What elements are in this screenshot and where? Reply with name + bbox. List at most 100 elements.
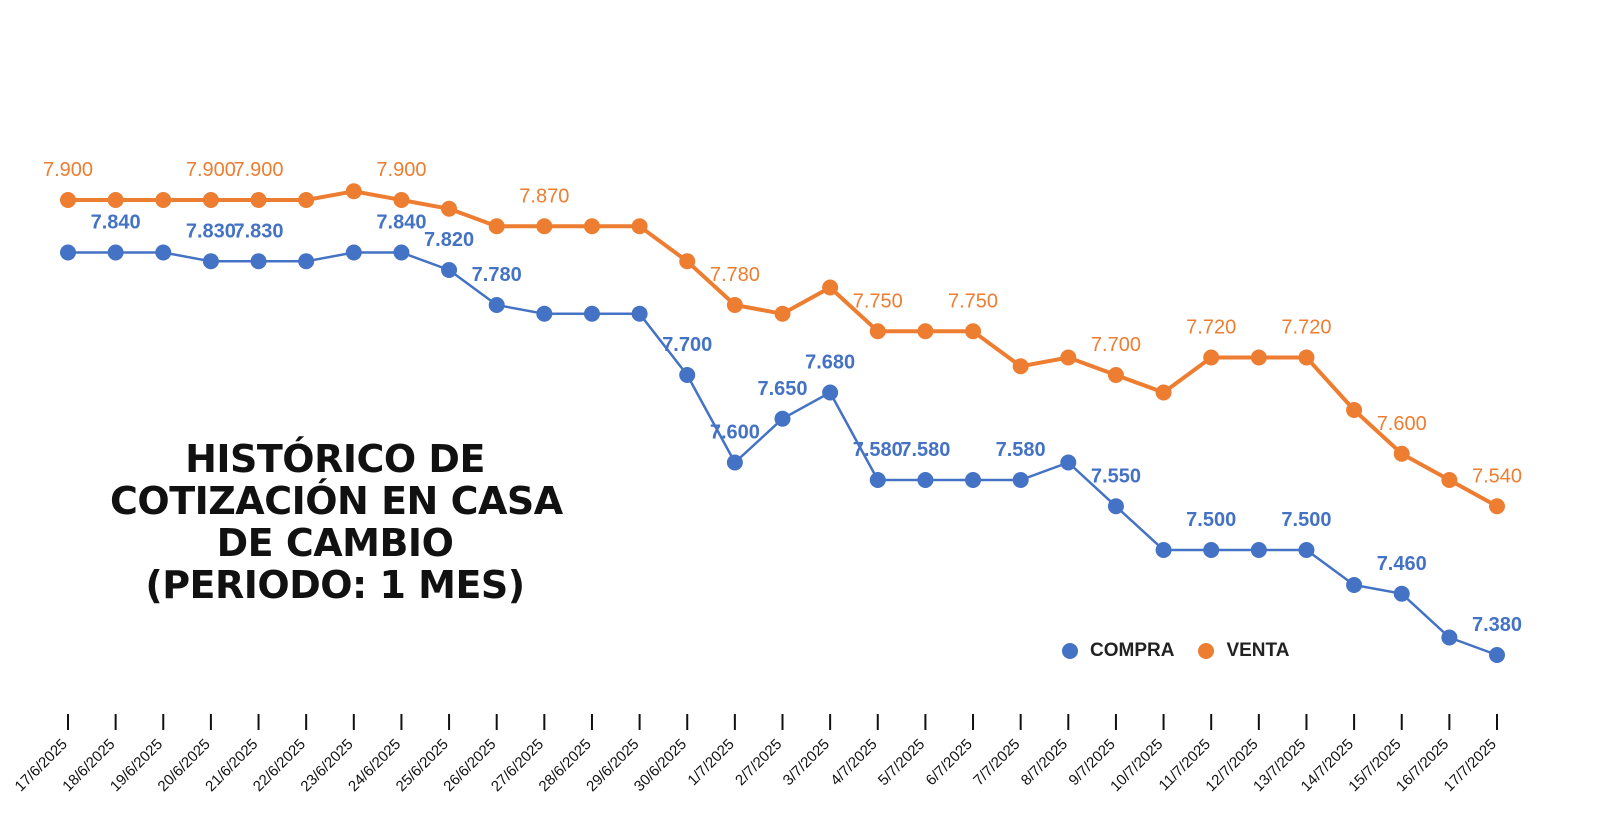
data-point bbox=[965, 472, 982, 488]
data-label: 7.580 bbox=[996, 439, 1046, 461]
data-label: 7.550 bbox=[1091, 465, 1141, 487]
data-point bbox=[488, 297, 505, 313]
data-label: 7.840 bbox=[91, 212, 141, 234]
legend-label-compra: COMPRA bbox=[1090, 640, 1175, 661]
data-label: 7.580 bbox=[900, 439, 950, 461]
data-point bbox=[1441, 472, 1458, 488]
data-point bbox=[345, 244, 362, 261]
data-label: 7.900 bbox=[186, 159, 236, 181]
data-label: 7.460 bbox=[1377, 553, 1427, 575]
data-point bbox=[155, 244, 172, 261]
x-tick-label: 6/7/2025 bbox=[923, 736, 976, 789]
legend-item-venta: VENTA bbox=[1198, 640, 1289, 662]
data-label: 7.870 bbox=[519, 185, 569, 207]
data-label: 7.900 bbox=[376, 159, 426, 181]
data-label: 7.780 bbox=[710, 264, 760, 286]
data-point bbox=[1393, 585, 1410, 602]
data-point bbox=[441, 200, 458, 217]
data-point bbox=[822, 384, 839, 401]
data-point bbox=[1489, 647, 1505, 663]
data-point bbox=[1155, 384, 1172, 401]
data-point bbox=[726, 454, 743, 471]
data-point bbox=[1346, 402, 1363, 418]
chart-title-line-1: HISTÓRICO DE bbox=[185, 437, 485, 481]
chart-title: HISTÓRICO DE COTIZACIÓN EN CASA DE CAMBI… bbox=[110, 437, 563, 607]
data-point bbox=[1012, 358, 1029, 375]
data-point bbox=[1298, 542, 1315, 558]
data-point bbox=[1346, 577, 1363, 593]
data-point bbox=[345, 183, 362, 200]
data-point bbox=[583, 305, 600, 322]
data-point bbox=[822, 279, 839, 296]
data-label: 7.750 bbox=[853, 290, 903, 312]
data-point bbox=[60, 192, 76, 208]
data-point bbox=[441, 262, 458, 278]
data-point bbox=[1393, 445, 1410, 462]
data-label: 7.650 bbox=[757, 378, 807, 400]
data-label: 7.720 bbox=[1281, 317, 1331, 339]
data-point bbox=[1060, 454, 1077, 471]
data-point bbox=[536, 218, 553, 235]
x-tick-label: 8/7/2025 bbox=[1018, 736, 1071, 789]
data-point bbox=[917, 323, 934, 340]
x-tick-label: 10/7/2025 bbox=[1107, 736, 1166, 795]
x-tick-label: 2/7/2025 bbox=[732, 736, 785, 789]
data-label: 7.820 bbox=[424, 229, 474, 251]
data-label: 7.830 bbox=[234, 220, 284, 242]
data-point bbox=[107, 192, 124, 208]
data-label: 7.720 bbox=[1186, 317, 1236, 339]
data-point bbox=[679, 367, 696, 383]
data-point bbox=[965, 323, 982, 340]
data-point bbox=[1250, 542, 1267, 558]
chart-title-line-3: DE CAMBIO bbox=[216, 521, 454, 565]
data-point bbox=[393, 244, 410, 261]
x-tick-label: 7/7/2025 bbox=[970, 736, 1023, 789]
data-point bbox=[1441, 629, 1458, 646]
data-label: 7.500 bbox=[1281, 509, 1331, 531]
data-label: 7.580 bbox=[853, 439, 903, 461]
data-point bbox=[1107, 367, 1124, 383]
x-tick-label: 3/7/2025 bbox=[780, 736, 833, 789]
data-label: 7.900 bbox=[234, 159, 284, 181]
data-point bbox=[250, 192, 267, 208]
chart-legend: COMPRA VENTA bbox=[1062, 640, 1313, 662]
data-label: 7.780 bbox=[472, 264, 522, 286]
x-axis: 17/6/202518/6/202519/6/202520/6/202521/6… bbox=[12, 714, 1500, 795]
data-point bbox=[917, 472, 934, 488]
data-point bbox=[869, 472, 886, 488]
data-point bbox=[583, 218, 600, 235]
data-point bbox=[1203, 349, 1220, 366]
data-point bbox=[631, 218, 648, 235]
data-point bbox=[1107, 498, 1124, 515]
data-label: 7.830 bbox=[186, 220, 236, 242]
data-point bbox=[1250, 349, 1267, 366]
data-point bbox=[60, 244, 76, 261]
data-point bbox=[1060, 349, 1077, 366]
chart-title-line-4: (PERIODO: 1 MES) bbox=[145, 563, 525, 607]
data-point bbox=[250, 253, 267, 270]
data-point bbox=[774, 410, 791, 427]
data-label: 7.900 bbox=[43, 159, 93, 181]
x-tick-label: 4/7/2025 bbox=[827, 736, 880, 789]
data-point bbox=[202, 253, 219, 270]
data-point bbox=[298, 253, 315, 270]
data-point bbox=[869, 323, 886, 340]
data-point bbox=[631, 305, 648, 322]
data-point bbox=[155, 192, 172, 208]
data-label: 7.600 bbox=[1377, 413, 1427, 435]
x-tick-label: 1/7/2025 bbox=[684, 736, 737, 789]
data-label: 7.380 bbox=[1472, 614, 1522, 636]
data-label: 7.750 bbox=[948, 290, 998, 312]
data-label: 7.600 bbox=[710, 422, 760, 444]
data-point bbox=[774, 305, 791, 322]
x-tick-label: 5/7/2025 bbox=[875, 736, 928, 789]
data-point bbox=[1298, 349, 1315, 366]
data-point bbox=[1012, 472, 1029, 488]
data-label: 7.540 bbox=[1472, 465, 1522, 487]
data-label: 7.700 bbox=[1091, 334, 1141, 356]
x-tick-label: 30/6/2025 bbox=[631, 736, 690, 795]
data-point bbox=[202, 192, 219, 208]
